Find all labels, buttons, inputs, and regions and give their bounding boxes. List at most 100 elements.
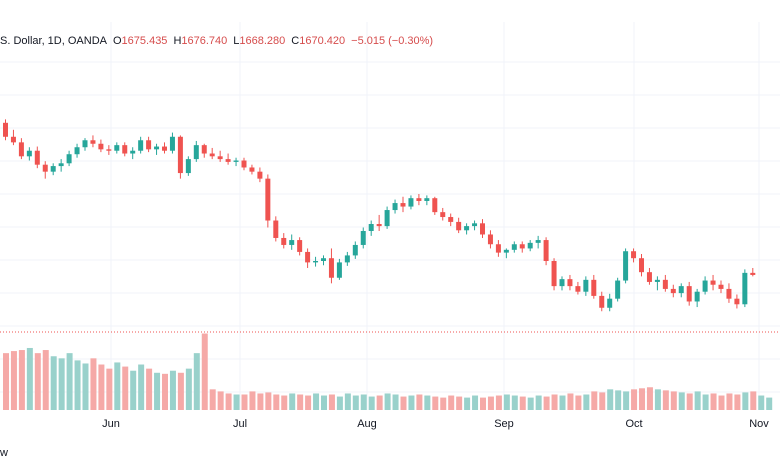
- volume-bar: [305, 395, 312, 410]
- candle-body: [662, 279, 668, 289]
- volume-bar: [400, 396, 407, 410]
- tick-label-jun: Jun: [102, 418, 120, 430]
- candle-body: [328, 258, 334, 278]
- candle: [82, 138, 88, 151]
- candle-body: [599, 295, 605, 308]
- candle-body: [718, 284, 724, 289]
- volume-bar: [169, 370, 176, 410]
- candle: [495, 240, 501, 257]
- volume-bar: [766, 397, 773, 410]
- candle-body: [742, 272, 748, 305]
- candle-body: [10, 136, 16, 143]
- volume-bar: [217, 391, 224, 410]
- volume-bar: [543, 396, 550, 410]
- candle: [114, 142, 120, 154]
- candle: [138, 136, 144, 154]
- volume-bar: [591, 391, 598, 410]
- volume-bar: [58, 358, 65, 410]
- candle: [527, 240, 533, 252]
- volume-bar: [42, 350, 49, 410]
- candle-body: [623, 251, 629, 281]
- candle: [543, 237, 549, 266]
- candle: [384, 206, 390, 229]
- candle-body: [384, 210, 390, 227]
- volume-bar: [336, 396, 343, 410]
- volume-bar: [185, 368, 192, 410]
- volume-bar: [146, 368, 153, 410]
- candle-body: [726, 288, 732, 299]
- volume-bar: [599, 392, 606, 410]
- candle: [607, 293, 613, 312]
- volume-bar: [726, 393, 733, 410]
- candle-body: [185, 159, 191, 174]
- ohlc-legend: S. Dollar, 1D, OANDA O 1675.435 H 1676.7…: [0, 33, 439, 49]
- volume-bar: [193, 353, 200, 410]
- candle: [392, 199, 398, 214]
- volume-bar: [551, 394, 558, 410]
- candle: [686, 281, 692, 306]
- volume-bar: [106, 368, 113, 410]
- candle-body: [583, 279, 589, 292]
- candle-body: [82, 140, 88, 148]
- candle-body: [66, 154, 72, 164]
- candle-body: [519, 244, 525, 249]
- volume-bar: [3, 353, 9, 410]
- volume-bar: [408, 395, 415, 410]
- tick-label-nov: Nov: [749, 418, 769, 430]
- tick-label-oct: Oct: [625, 418, 643, 430]
- volume-bar: [615, 390, 622, 410]
- candle: [416, 194, 422, 206]
- volume-bar: [495, 395, 502, 410]
- candle-body: [162, 146, 167, 151]
- candle-body: [146, 140, 152, 150]
- volume-bar: [583, 394, 590, 410]
- candle-body: [400, 203, 406, 207]
- candle-body: [464, 226, 470, 231]
- volume-bar: [678, 392, 685, 410]
- volume-bar: [74, 360, 81, 410]
- candle: [146, 136, 152, 153]
- volume-bar: [114, 362, 121, 410]
- candle: [559, 276, 565, 291]
- candle: [50, 163, 56, 176]
- volume-bar: [646, 387, 653, 410]
- volume-bar: [66, 353, 73, 410]
- candle: [26, 147, 32, 161]
- candle-body: [265, 178, 271, 221]
- time-axis[interactable]: Jun Jul Aug Sep Oct Nov: [0, 418, 780, 432]
- candle-body: [257, 171, 263, 179]
- candle: [480, 219, 485, 238]
- candle-body: [3, 122, 8, 137]
- candle-body: [543, 240, 549, 261]
- volume-bar: [313, 393, 320, 410]
- candle-body: [225, 159, 231, 162]
- candle: [336, 258, 342, 280]
- volume-bar: [392, 394, 399, 410]
- candle: [615, 277, 621, 302]
- candle-body: [74, 147, 80, 155]
- candle: [718, 280, 724, 294]
- candle-body: [106, 149, 112, 151]
- candle: [18, 138, 24, 160]
- open-value: 1675.435: [121, 35, 168, 47]
- candle: [742, 269, 748, 308]
- candle: [169, 132, 175, 154]
- volume-bar: [472, 395, 479, 410]
- candle-body: [480, 223, 485, 235]
- candle-body: [511, 244, 517, 250]
- candle: [106, 145, 112, 155]
- volume-bar: [432, 396, 439, 410]
- candles: [3, 119, 756, 312]
- volume-bar: [734, 394, 741, 410]
- candle: [464, 223, 470, 235]
- candle: [273, 216, 279, 242]
- candle: [10, 129, 16, 146]
- candle-body: [138, 140, 144, 151]
- volume-bar: [154, 372, 161, 410]
- volume-bar: [376, 395, 383, 410]
- volume-bars: [3, 333, 773, 410]
- close-value: 1670.420: [299, 35, 346, 47]
- symbol-label[interactable]: S. Dollar, 1D, OANDA: [0, 35, 107, 47]
